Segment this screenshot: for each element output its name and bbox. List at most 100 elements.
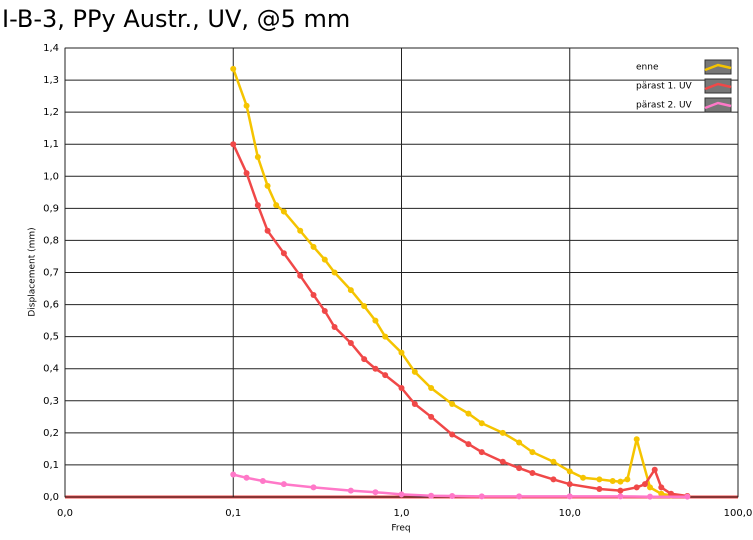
series-line — [233, 473, 688, 498]
data-point — [280, 250, 287, 257]
data-point — [428, 413, 435, 420]
data-point — [382, 333, 389, 340]
data-point — [398, 349, 405, 356]
legend-label: pärast 2. UV — [636, 101, 693, 111]
data-point — [499, 429, 506, 436]
data-point — [617, 493, 624, 500]
data-point — [633, 436, 640, 443]
data-point — [596, 485, 603, 492]
legend-label: enne — [636, 63, 659, 73]
data-point — [347, 340, 354, 347]
data-point — [529, 449, 536, 456]
data-point — [609, 477, 616, 484]
data-point — [566, 493, 573, 500]
data-point — [550, 476, 557, 483]
chart-title: I-B-3, PPy Austr., UV, @5 mm — [2, 5, 350, 33]
x-tick-label: 0,1 — [225, 508, 241, 519]
data-point — [347, 287, 354, 294]
data-point — [516, 439, 523, 446]
data-point — [372, 317, 379, 324]
data-point — [516, 493, 523, 500]
legend-swatch — [704, 101, 732, 110]
data-point — [331, 324, 338, 331]
data-point — [651, 466, 658, 473]
data-point — [310, 243, 317, 250]
data-point — [243, 170, 250, 177]
data-point — [499, 458, 506, 465]
x-axis-label: Freq — [391, 524, 410, 534]
data-point — [624, 476, 631, 483]
data-point — [280, 481, 287, 488]
data-point — [264, 227, 271, 234]
data-point — [617, 487, 624, 494]
data-point — [259, 477, 266, 484]
data-point — [361, 303, 368, 310]
data-point — [264, 182, 271, 189]
data-point — [428, 384, 435, 391]
data-point — [658, 484, 665, 491]
y-tick-label: 0,1 — [43, 460, 59, 471]
data-point — [411, 368, 418, 375]
data-point — [331, 269, 338, 276]
data-point — [361, 356, 368, 363]
x-tick-label: 100,0 — [724, 508, 753, 519]
y-tick-label: 0,6 — [43, 300, 59, 311]
data-point — [280, 208, 287, 215]
data-point — [382, 372, 389, 379]
data-point — [428, 492, 435, 499]
legend-swatch — [704, 63, 732, 72]
data-point — [566, 468, 573, 475]
legend-swatch — [704, 82, 732, 91]
data-point — [411, 400, 418, 407]
data-point — [449, 400, 456, 407]
data-point — [641, 481, 648, 488]
data-point — [230, 65, 237, 72]
data-point — [617, 478, 624, 485]
data-point — [516, 465, 523, 472]
data-point — [633, 484, 640, 491]
y-tick-label: 0,4 — [43, 364, 59, 375]
data-point — [465, 410, 472, 417]
legend-label: pärast 1. UV — [636, 82, 693, 92]
y-tick-label: 1,1 — [43, 139, 59, 150]
data-point — [465, 441, 472, 448]
data-point — [478, 449, 485, 456]
data-point — [398, 491, 405, 498]
data-point — [529, 469, 536, 476]
data-point — [347, 487, 354, 494]
y-tick-label: 0,8 — [43, 235, 59, 246]
data-point — [297, 272, 304, 279]
data-point — [398, 384, 405, 391]
data-point — [478, 420, 485, 427]
data-point — [230, 141, 237, 148]
data-point — [243, 102, 250, 109]
data-point — [243, 474, 250, 481]
x-tick-label: 1,0 — [394, 508, 410, 519]
data-point — [230, 471, 237, 478]
y-tick-label: 0,5 — [43, 332, 59, 343]
x-tick-label: 10,0 — [559, 508, 581, 519]
data-point — [668, 490, 675, 497]
data-point — [449, 431, 456, 438]
data-point — [321, 256, 328, 263]
data-point — [273, 202, 280, 209]
data-point — [321, 307, 328, 314]
data-point — [254, 202, 261, 209]
data-point — [647, 484, 654, 491]
data-point — [596, 476, 603, 483]
data-point — [566, 481, 573, 488]
y-tick-label: 0,3 — [43, 396, 59, 407]
y-tick-label: 0,0 — [43, 492, 59, 503]
data-point — [550, 458, 557, 465]
data-point — [254, 154, 261, 161]
data-point — [297, 227, 304, 234]
data-point — [684, 493, 691, 500]
data-point — [310, 291, 317, 298]
data-point — [310, 484, 317, 491]
x-tick-label: 0,0 — [57, 508, 73, 519]
y-tick-label: 0,9 — [43, 203, 59, 214]
y-axis-label: Displacement (mm) — [28, 227, 38, 316]
y-tick-label: 1,0 — [43, 171, 59, 182]
y-tick-label: 1,4 — [43, 43, 59, 54]
